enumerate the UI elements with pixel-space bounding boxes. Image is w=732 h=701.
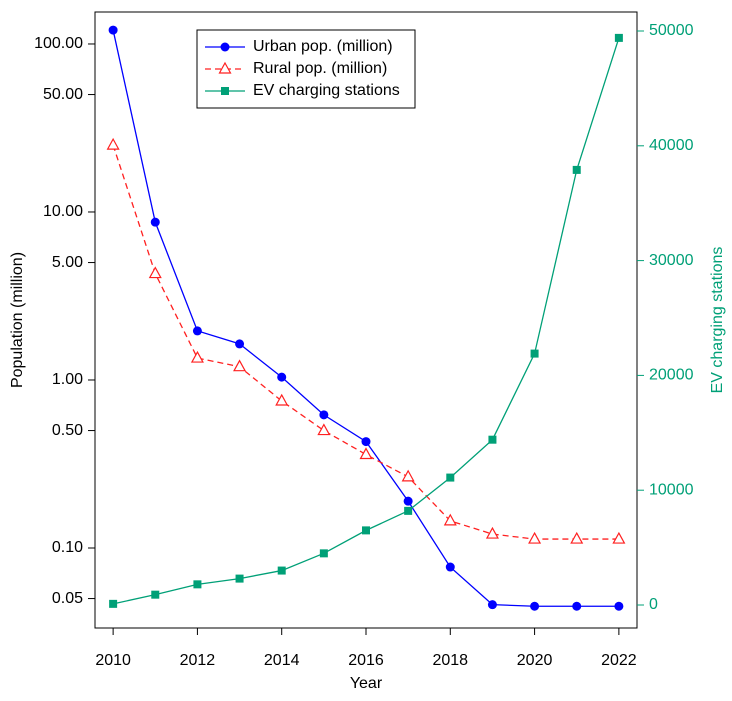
point	[445, 562, 455, 572]
point	[192, 326, 202, 336]
point	[446, 473, 455, 482]
x-tick-label: 2020	[517, 652, 553, 669]
point	[151, 590, 160, 599]
point	[528, 531, 542, 544]
y2-tick-label: 40000	[649, 137, 694, 154]
point	[108, 25, 118, 35]
y2-tick-label: 50000	[649, 22, 694, 39]
y-tick-label: 100.00	[34, 35, 83, 52]
point	[109, 599, 118, 608]
point	[530, 349, 539, 358]
point	[148, 266, 162, 279]
point	[612, 531, 626, 544]
point	[193, 580, 202, 589]
point	[277, 372, 287, 382]
legend-box	[196, 29, 416, 109]
y2-tick-label: 10000	[649, 481, 694, 498]
y2-axis-label: EV charging stations	[709, 247, 726, 394]
x-axis-label: Year	[350, 675, 383, 692]
x-tick-label: 2014	[264, 652, 300, 669]
y2-tick-label: 30000	[649, 252, 694, 269]
point	[570, 531, 584, 544]
series-line	[112, 37, 620, 605]
point	[233, 359, 247, 372]
y2-tick-label: 0	[649, 596, 658, 613]
legend-marker	[220, 42, 230, 52]
point	[614, 33, 623, 42]
y-tick-label: 10.00	[43, 203, 83, 220]
legend-label: Rural pop. (million)	[253, 60, 387, 77]
point	[150, 217, 160, 227]
point	[359, 447, 373, 460]
point	[614, 601, 624, 611]
y2-tick-label: 20000	[649, 367, 694, 384]
y-tick-label: 0.10	[52, 539, 83, 556]
x-tick-label: 2010	[95, 652, 131, 669]
point	[319, 410, 329, 420]
series-line	[112, 144, 619, 540]
x-tick-label: 2022	[601, 652, 637, 669]
y-tick-label: 0.05	[52, 590, 83, 607]
point	[530, 601, 540, 611]
point	[317, 423, 331, 436]
point	[275, 393, 289, 406]
point	[190, 350, 204, 363]
y-tick-label: 50.00	[43, 86, 83, 103]
point	[403, 496, 413, 506]
point	[319, 549, 328, 558]
x-tick-label: 2012	[180, 652, 216, 669]
point	[485, 526, 499, 539]
point	[401, 469, 415, 482]
point	[487, 600, 497, 610]
y-tick-label: 0.50	[52, 422, 83, 439]
legend-label: EV charging stations	[253, 82, 400, 99]
point	[362, 526, 370, 535]
point	[443, 513, 457, 526]
legend-label: Urban pop. (million)	[253, 38, 393, 55]
y-tick-label: 1.00	[52, 371, 83, 388]
point	[404, 506, 413, 515]
point	[277, 566, 286, 575]
point	[572, 165, 581, 174]
point	[488, 435, 497, 444]
y-tick-label: 5.00	[52, 254, 83, 271]
point	[361, 437, 371, 447]
legend-marker	[221, 87, 229, 95]
point	[235, 339, 245, 349]
x-tick-label: 2018	[432, 652, 468, 669]
x-tick-label: 2016	[348, 652, 384, 669]
point	[572, 601, 582, 611]
legend-marker	[218, 61, 232, 74]
y-axis-label: Population (million)	[9, 252, 26, 388]
point	[235, 574, 244, 583]
point	[106, 137, 120, 150]
